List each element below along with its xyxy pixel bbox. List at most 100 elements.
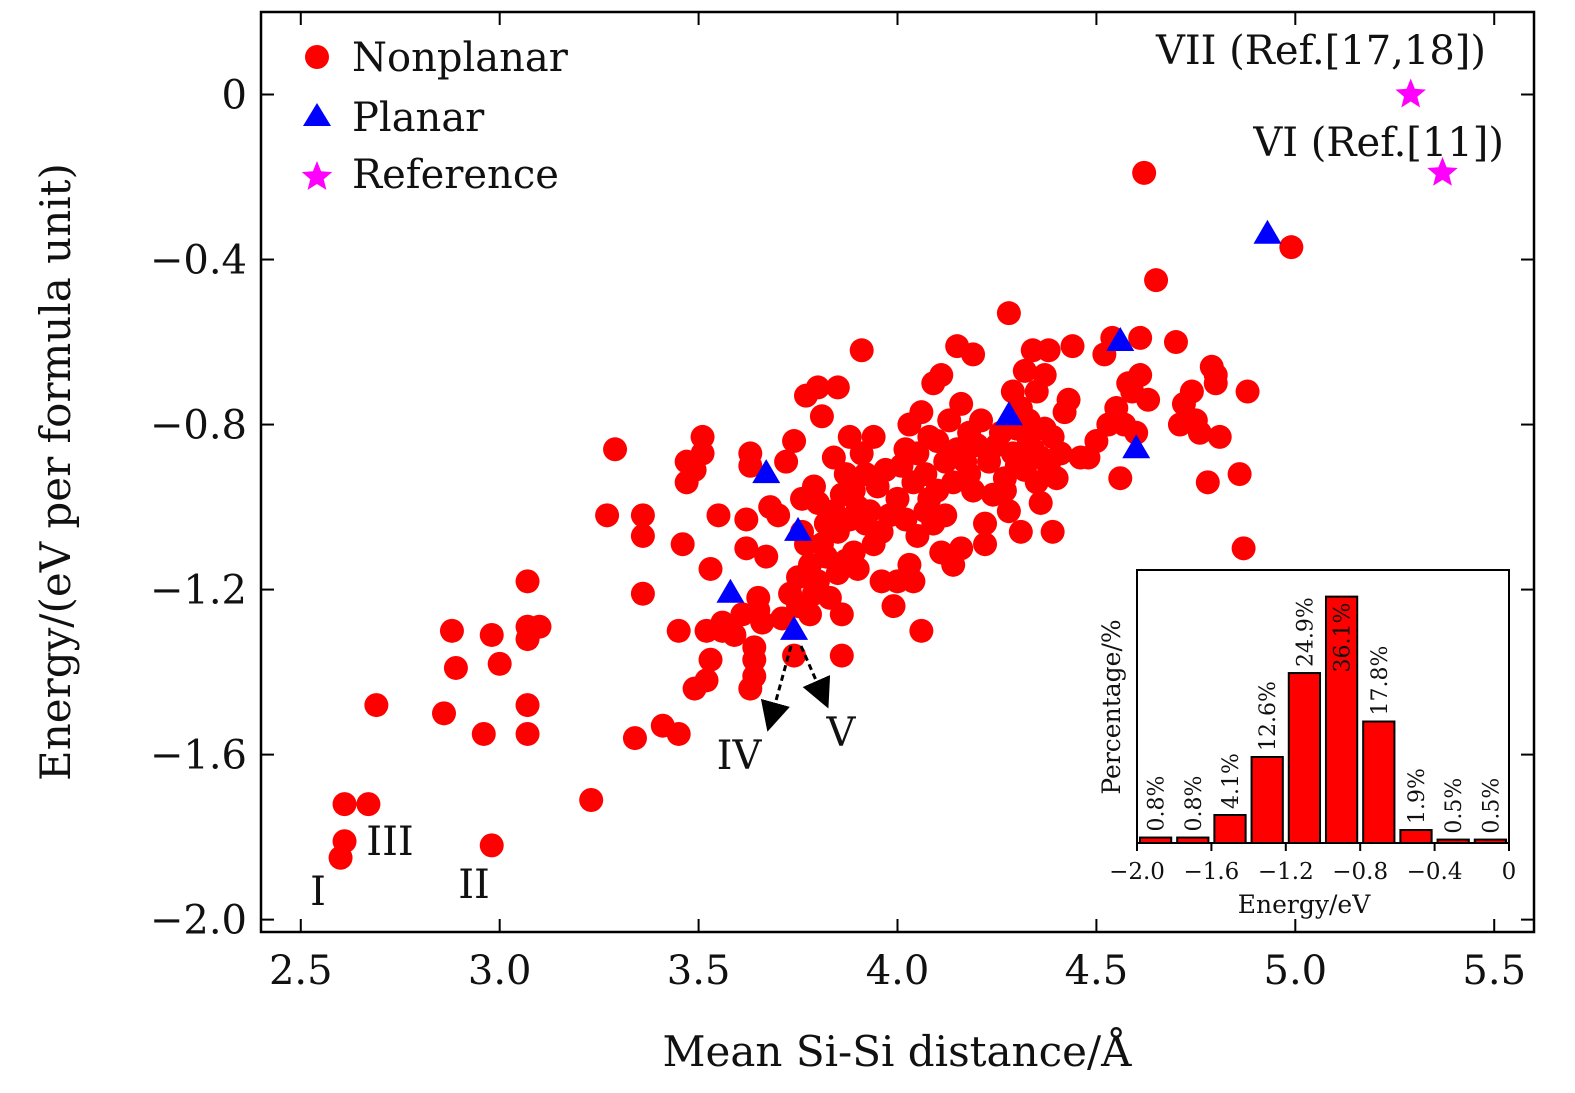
point-nonplanar xyxy=(1203,371,1228,396)
point-nonplanar xyxy=(670,532,695,557)
point-nonplanar xyxy=(630,503,655,528)
point-nonplanar xyxy=(1128,363,1153,388)
point-nonplanar xyxy=(1124,420,1149,445)
point-nonplanar xyxy=(901,569,926,594)
point-nonplanar xyxy=(1163,330,1188,355)
inset-bar-label: 0.8% xyxy=(1182,776,1207,832)
point-nonplanar xyxy=(487,651,512,676)
point-nonplanar xyxy=(603,437,628,462)
point-nonplanar xyxy=(965,433,990,458)
arrow-to-v xyxy=(799,645,831,709)
point-nonplanar xyxy=(1036,338,1061,363)
point-nonplanar xyxy=(698,647,723,672)
point-nonplanar xyxy=(961,478,986,503)
point-nonplanar xyxy=(774,449,799,474)
inset-x-tick-label: −1.2 xyxy=(1258,859,1314,885)
point-nonplanar xyxy=(996,301,1021,326)
x-axis-ticks: 2.5 3.0 3.5 4.0 4.5 5.0 5.5 xyxy=(269,12,1526,994)
point-nonplanar xyxy=(893,507,918,532)
inset-bar xyxy=(1399,829,1433,844)
inset-bar xyxy=(1436,838,1470,845)
inset-x-axis-title: Energy/eV xyxy=(1238,890,1371,919)
point-nonplanar xyxy=(992,478,1017,503)
point-nonplanar xyxy=(973,511,998,536)
inset-bar xyxy=(1213,814,1247,845)
point-nonplanar xyxy=(1056,387,1081,412)
point-nonplanar xyxy=(782,429,807,454)
point-nonplanar xyxy=(766,503,791,528)
legend-label-reference: Reference xyxy=(352,152,559,198)
point-nonplanar xyxy=(742,635,767,660)
point-nonplanar xyxy=(666,618,691,643)
y-tick-label: 0 xyxy=(222,73,247,119)
inset-bar-label: 36.1% xyxy=(1331,603,1356,673)
inset-x-tick-label: −1.6 xyxy=(1183,859,1239,885)
point-nonplanar xyxy=(1136,387,1161,412)
point-planar xyxy=(752,459,781,484)
inset-histogram: 0.8% 0.8% 4.1% 12.6% 24.9% 36.1% 17.8% 1.9% 0.5%… xyxy=(1097,569,1517,919)
point-nonplanar xyxy=(1012,358,1037,383)
point-nonplanar xyxy=(356,792,381,817)
point-nonplanar xyxy=(1108,466,1133,491)
point-nonplanar xyxy=(630,523,655,548)
point-nonplanar xyxy=(861,424,886,449)
label-structure-vii: VII (Ref.[17,18]) xyxy=(1155,28,1486,74)
x-tick-label: 3.5 xyxy=(667,948,731,994)
point-nonplanar xyxy=(825,375,850,400)
point-reference xyxy=(1395,78,1426,108)
point-nonplanar xyxy=(933,503,958,528)
point-nonplanar xyxy=(1040,519,1065,544)
point-nonplanar xyxy=(666,721,691,746)
point-nonplanar xyxy=(969,408,994,433)
point-nonplanar xyxy=(515,693,540,718)
point-nonplanar xyxy=(909,618,934,643)
x-tick-label: 4.5 xyxy=(1065,948,1129,994)
point-nonplanar xyxy=(1032,363,1057,388)
point-nonplanar xyxy=(439,618,464,643)
legend: Nonplanar Planar Reference xyxy=(301,35,569,198)
point-nonplanar xyxy=(829,602,854,627)
inset-x-tick-label: −0.8 xyxy=(1332,859,1388,885)
legend-label-nonplanar: Nonplanar xyxy=(352,35,569,81)
point-nonplanar xyxy=(1231,536,1256,561)
point-nonplanar xyxy=(925,429,950,454)
y-tick-label: −1.6 xyxy=(150,733,247,779)
point-nonplanar xyxy=(527,614,552,639)
label-structure-v: V xyxy=(826,710,857,756)
point-planar xyxy=(1253,219,1282,244)
inset-x-tick-label: 0 xyxy=(1502,859,1517,885)
point-planar xyxy=(716,578,745,603)
point-planar xyxy=(1106,327,1135,352)
inset-bar-label: 0.5% xyxy=(1479,778,1504,834)
point-nonplanar xyxy=(829,643,854,668)
point-nonplanar xyxy=(1144,268,1169,293)
point-nonplanar xyxy=(734,507,759,532)
legend-marker-nonplanar xyxy=(305,45,329,69)
y-tick-label: −0.8 xyxy=(150,403,247,449)
point-nonplanar xyxy=(431,701,456,726)
inset-bar xyxy=(1287,672,1322,844)
x-tick-label: 4.0 xyxy=(866,948,930,994)
point-planar xyxy=(994,401,1023,426)
x-axis-title: Mean Si-Si distance/Å xyxy=(663,1026,1133,1076)
point-planar xyxy=(780,615,809,640)
scatter-points xyxy=(328,78,1458,870)
main-plot: 2.5 3.0 3.5 4.0 4.5 5.0 5.5 0−0.4−0.8−1.2−1.6−… xyxy=(31,10,1536,1076)
point-nonplanar xyxy=(961,342,986,367)
point-nonplanar xyxy=(1128,325,1153,350)
point-nonplanar xyxy=(937,408,962,433)
point-nonplanar xyxy=(929,363,954,388)
inset-x-tick-label: −2.0 xyxy=(1109,859,1165,885)
point-nonplanar xyxy=(817,585,842,610)
point-nonplanar xyxy=(690,424,715,449)
point-nonplanar xyxy=(443,655,468,680)
inset-y-axis-title: Percentage/% xyxy=(1097,619,1126,794)
point-nonplanar xyxy=(849,338,874,363)
point-nonplanar xyxy=(364,693,389,718)
point-nonplanar xyxy=(698,556,723,581)
point-nonplanar xyxy=(1132,160,1157,185)
point-nonplanar xyxy=(1179,379,1204,404)
inset-x-tick-label: −0.4 xyxy=(1407,859,1463,885)
point-nonplanar xyxy=(1060,334,1085,359)
